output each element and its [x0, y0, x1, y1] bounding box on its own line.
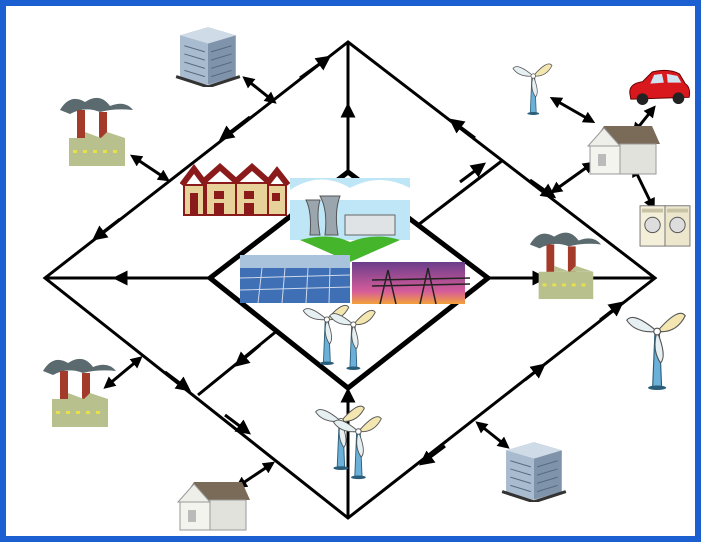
plant-building	[345, 215, 395, 235]
solar-sky	[240, 255, 350, 268]
building-icon	[176, 27, 240, 87]
power-line-image	[352, 262, 465, 304]
page: {}	[0, 0, 701, 542]
appliance-icon	[640, 206, 690, 246]
house-icon	[178, 482, 250, 530]
building-icon	[502, 442, 566, 502]
diagram	[0, 0, 701, 542]
frame	[3, 3, 698, 539]
house-icon	[588, 126, 660, 174]
